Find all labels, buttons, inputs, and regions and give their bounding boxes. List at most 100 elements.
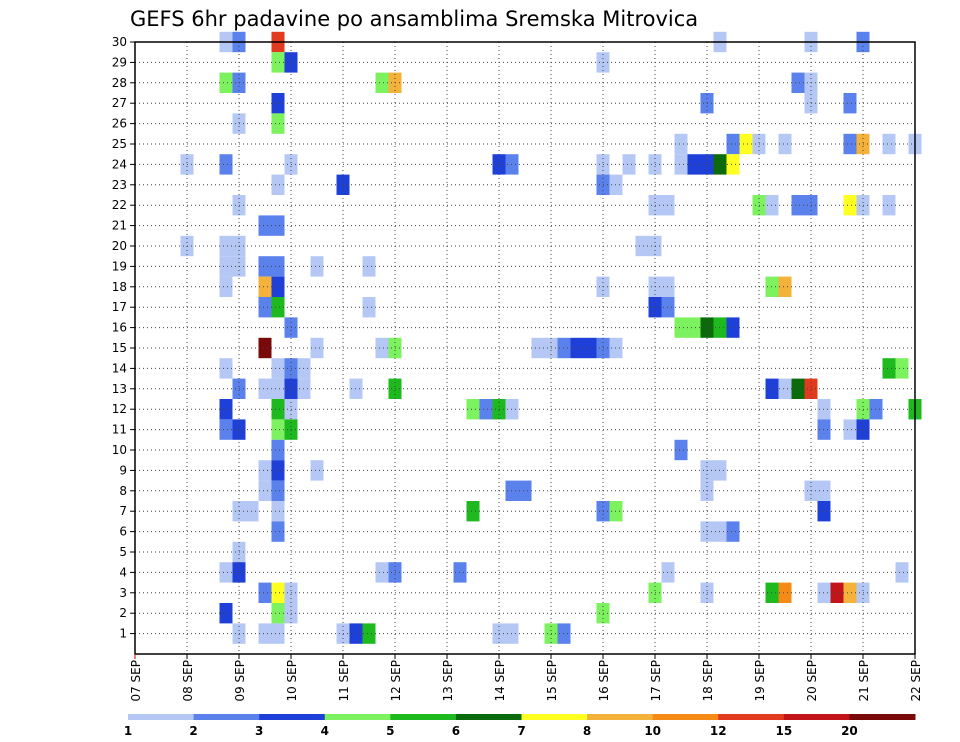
colorbar-swatch [652, 714, 719, 720]
heatmap-cell [674, 133, 688, 155]
heatmap-cell [271, 460, 285, 481]
colorbar-label: 8 [583, 724, 591, 738]
heatmap-cell [219, 399, 233, 420]
y-tick-label: 16 [112, 321, 127, 335]
heatmap-cell [219, 358, 233, 379]
colorbar-swatch [718, 714, 785, 720]
heatmap-cell [843, 93, 857, 114]
heatmap-cell [622, 154, 636, 175]
heatmap-cell [791, 195, 805, 216]
x-tick-label: 09 SEP [233, 660, 247, 702]
heatmap-cell [271, 256, 285, 277]
heatmap-cell [310, 256, 324, 277]
heatmap-cell [362, 623, 376, 644]
heatmap-cell [466, 501, 480, 522]
heatmap-cell [271, 358, 285, 379]
heatmap-cell [791, 72, 805, 93]
y-tick-label: 13 [112, 382, 127, 396]
x-tick-label: 22 SEP [909, 660, 923, 702]
colorbar-label: 15 [775, 724, 792, 738]
x-tick-label: 16 SEP [597, 660, 611, 702]
heatmap-cell [271, 378, 285, 399]
x-tick-label: 20 SEP [805, 660, 819, 702]
heatmap-cell [258, 582, 272, 603]
heatmap-cell [726, 521, 740, 542]
heatmap-cell [271, 480, 285, 501]
heatmap-cell [271, 623, 285, 644]
y-tick-label: 28 [112, 76, 127, 90]
heatmap-cell [219, 72, 233, 93]
y-tick-label: 29 [112, 55, 127, 69]
heatmap-cell [258, 256, 272, 277]
heatmap-cell [778, 133, 792, 155]
y-axis-ticks: 1234567891011121314151617181920212223242… [112, 35, 135, 641]
heatmap-cell [778, 378, 792, 399]
heatmap-cell [843, 419, 857, 440]
colorbar: 1 2 3 4 5 6 7 8 10 12 15 20 [124, 714, 916, 738]
y-tick-label: 18 [112, 280, 127, 294]
heatmap-cell [843, 582, 857, 603]
heatmap-cell [687, 154, 701, 175]
heatmap-cell [219, 562, 233, 583]
colorbar-label: 10 [644, 724, 661, 738]
heatmap-cell [726, 133, 740, 155]
heatmap-cell [726, 154, 740, 175]
y-tick-label: 27 [112, 96, 127, 110]
colorbar-swatch [587, 714, 654, 720]
y-tick-label: 7 [119, 504, 127, 518]
heatmap-cell [310, 337, 324, 359]
heatmap-cell [271, 297, 285, 318]
y-tick-label: 22 [112, 198, 127, 212]
y-tick-label: 21 [112, 219, 127, 233]
y-tick-label: 8 [119, 484, 127, 498]
heatmap-cell [518, 480, 532, 501]
y-tick-label: 2 [119, 606, 127, 620]
heatmap-cell [375, 337, 389, 359]
heatmap-cell [219, 256, 233, 277]
chart-title: GEFS 6hr padavine po ansamblima Sremska … [130, 7, 698, 31]
heatmap-cell [895, 562, 909, 583]
x-tick-label: 14 SEP [493, 660, 507, 702]
x-tick-label: 07 SEP [129, 660, 143, 702]
heatmap-cell [271, 521, 285, 542]
heatmap-cell [778, 582, 792, 603]
data-cells [180, 31, 922, 644]
heatmap-cell [687, 317, 701, 338]
y-tick-label: 3 [119, 586, 127, 600]
y-tick-label: 26 [112, 117, 127, 131]
heatmap-cell [219, 603, 233, 624]
heatmap-cell [778, 276, 792, 297]
heatmap-cell [479, 399, 493, 420]
heatmap-cell [635, 235, 649, 257]
heatmap-cell [466, 399, 480, 420]
y-tick-label: 19 [112, 259, 127, 273]
colorbar-label: 1 [124, 724, 132, 738]
heatmap-cell [362, 297, 376, 318]
heatmap-cell [843, 133, 857, 155]
colorbar-swatch [783, 714, 850, 720]
colorbar-swatch [455, 714, 522, 720]
heatmap-cell [882, 133, 896, 155]
colorbar-label: 3 [255, 724, 263, 738]
y-tick-label: 17 [112, 300, 127, 314]
heatmap-cell [219, 276, 233, 297]
x-tick-label: 11 SEP [337, 660, 351, 702]
heatmap-cell [271, 603, 285, 624]
x-tick-label: 10 SEP [285, 660, 299, 702]
y-tick-label: 24 [112, 157, 127, 171]
heatmap-cell [570, 337, 584, 359]
x-axis-ticks: 07 SEP 08 SEP 09 SEP 10 SEP 11 SEP 12 SEP 13 S… [129, 654, 923, 702]
heatmap-cell [258, 480, 272, 501]
heatmap-cell [258, 297, 272, 318]
heatmap-cell [271, 399, 285, 420]
x-tick-label: 15 SEP [545, 660, 559, 702]
heatmap-cell [271, 582, 285, 603]
y-tick-label: 6 [119, 525, 127, 539]
colorbar-swatch [390, 714, 457, 720]
colorbar-swatch [259, 714, 326, 720]
heatmap-cell [258, 215, 272, 236]
colorbar-swatch [193, 714, 260, 720]
heatmap-cell [271, 52, 285, 73]
heatmap-cell [583, 337, 597, 359]
heatmap-cell [271, 501, 285, 522]
